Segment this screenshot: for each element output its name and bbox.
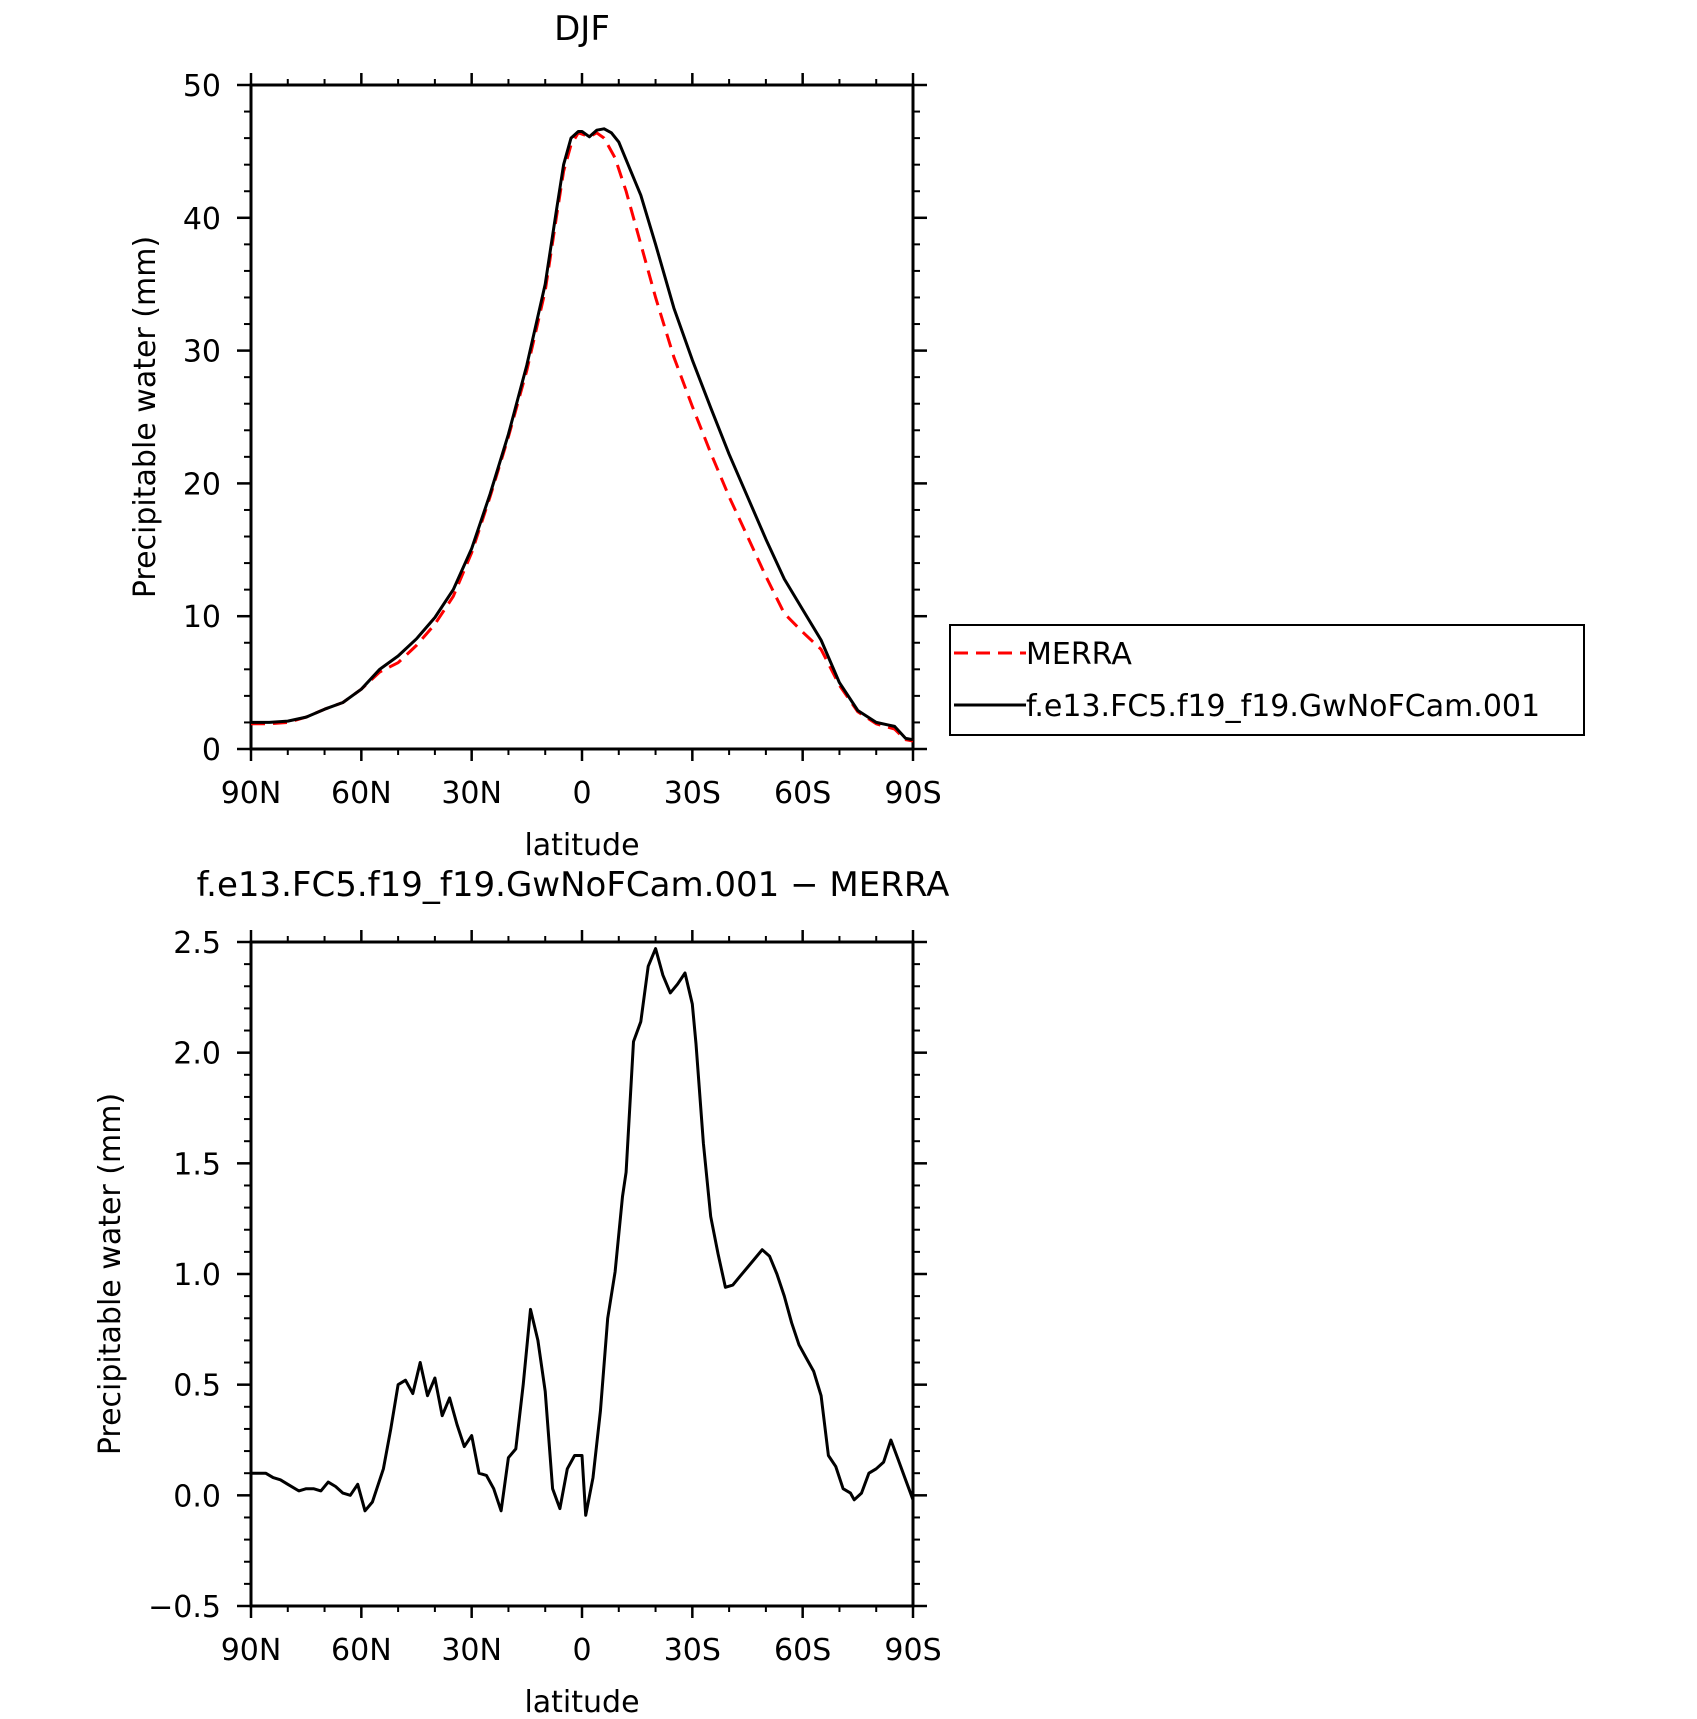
bottom-panel: 90N 60N 30N 0 30S 60S 90S −0.5 0.0 0.5 1.0 1.5 2.0 2.… [93, 865, 949, 1719]
series-line-merra [251, 131, 914, 743]
x-tick-label: 30N [441, 1633, 502, 1668]
x-tick-label: 60S [774, 776, 831, 811]
chart-title: DJF [554, 9, 610, 49]
y-tick-label: 2.0 [173, 1037, 221, 1072]
y-tick-label: 30 [183, 335, 221, 370]
y-tick-label: −0.5 [148, 1590, 221, 1625]
chart-title: f.e13.FC5.f19_f19.GwNoFCam.001 − MERRA [197, 865, 950, 905]
x-tick-label: 90S [884, 776, 941, 811]
x-axis-label: latitude [524, 1685, 639, 1719]
y-tick-label: 0.5 [173, 1369, 221, 1404]
x-axis-label: latitude [524, 828, 639, 863]
y-tick-label: 0.0 [173, 1479, 221, 1514]
x-tick-label: 30N [441, 776, 502, 811]
x-tick-label: 60N [331, 1633, 392, 1668]
x-tick-label: 90N [221, 776, 282, 811]
y-tick-label: 1.5 [173, 1147, 221, 1182]
y-tick-label: 50 [183, 69, 221, 104]
legend-label: MERRA [1026, 637, 1132, 672]
legend-label: f.e13.FC5.f19_f19.GwNoFCam.001 [1026, 689, 1540, 724]
plot-frame [249, 83, 915, 751]
series-line-f-e13-fc5-f19-f19-gwnofcam-001 [251, 127, 914, 742]
y-axis-label: Precipitable water (mm) [93, 1093, 128, 1455]
x-tick-label: 30S [664, 1633, 721, 1668]
x-tick-label: 60N [331, 776, 392, 811]
y-tick-label: 2.5 [173, 926, 221, 961]
series-line-0 [251, 947, 915, 1517]
top-panel: 90N 60N 30N 0 30S 60S 90S 0 10 20 30 40 50 DJF latitud… [128, 9, 1585, 863]
x-tick-label: 90S [884, 1633, 941, 1668]
y-tick-label: 0 [202, 733, 221, 768]
y-axis-label: Precipitable water (mm) [128, 236, 163, 598]
legend-box [949, 624, 1585, 736]
x-tick-label: 90N [221, 1633, 282, 1668]
x-tick-label: 30S [664, 776, 721, 811]
x-tick-label: 0 [572, 1633, 591, 1668]
plot-frame [249, 940, 915, 1608]
y-tick-label: 1.0 [173, 1258, 221, 1293]
y-tick-label: 10 [183, 600, 221, 635]
x-tick-label: 0 [572, 776, 591, 811]
y-tick-label: 40 [183, 202, 221, 237]
x-tick-label: 60S [774, 1633, 831, 1668]
y-tick-label: 20 [183, 467, 221, 502]
